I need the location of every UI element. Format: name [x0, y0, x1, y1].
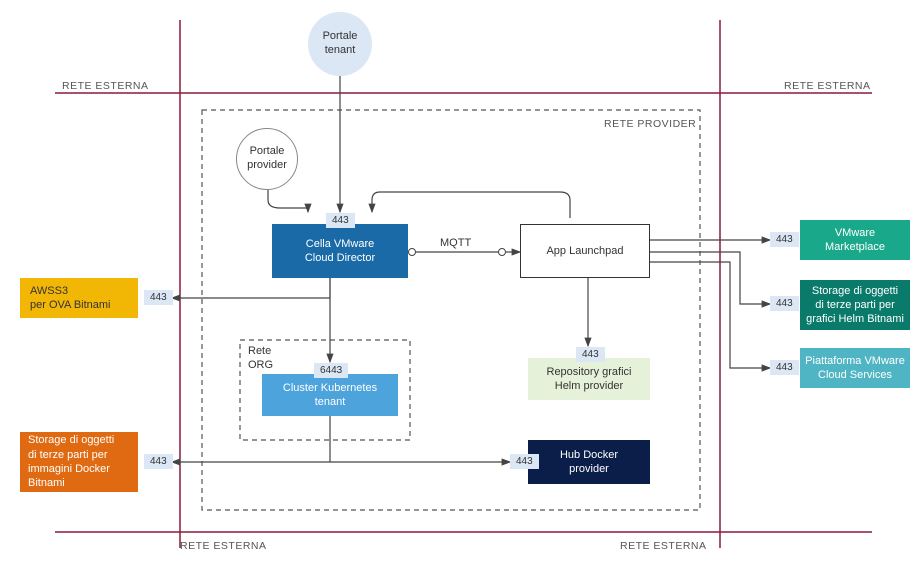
node-launchpad: App Launchpad: [520, 224, 650, 278]
label-mqtt: MQTT: [440, 236, 471, 250]
port-storage-right-443: 443: [770, 296, 799, 311]
label-rete-provider: RETE PROVIDER: [604, 118, 696, 130]
node-csp: Piattaforma VMware Cloud Services: [800, 348, 910, 388]
port-docker-443: 443: [510, 454, 539, 469]
label-rete-esterna-bl: RETE ESTERNA: [180, 540, 267, 552]
node-marketplace: VMware Marketplace: [800, 220, 910, 260]
port-storage-left-443: 443: [144, 454, 173, 469]
label-rete-org: Rete ORG: [248, 344, 273, 373]
label-rete-esterna-tl: RETE ESTERNA: [62, 80, 149, 92]
node-repo: Repository grafici Helm provider: [528, 358, 650, 400]
node-aws: AWSS3 per OVA Bitnami: [20, 278, 138, 318]
node-storage-right: Storage di oggetti di terze parti per gr…: [800, 280, 910, 330]
node-k8s: Cluster Kubernetes tenant: [262, 374, 398, 416]
port-cella-443: 443: [326, 213, 355, 228]
node-portale-tenant: Portale tenant: [308, 12, 372, 76]
port-repo-443: 443: [576, 347, 605, 362]
port-aws-443: 443: [144, 290, 173, 305]
label-rete-esterna-tr: RETE ESTERNA: [784, 80, 871, 92]
node-docker: Hub Docker provider: [528, 440, 650, 484]
node-portale-provider: Portale provider: [236, 128, 298, 190]
port-marketplace-443: 443: [770, 232, 799, 247]
node-storage-left: Storage di oggetti di terze parti per im…: [20, 432, 138, 492]
port-k8s-6443: 6443: [314, 363, 348, 378]
port-csp-443: 443: [770, 360, 799, 375]
label-rete-esterna-br: RETE ESTERNA: [620, 540, 707, 552]
node-cella: Cella VMware Cloud Director: [272, 224, 408, 278]
